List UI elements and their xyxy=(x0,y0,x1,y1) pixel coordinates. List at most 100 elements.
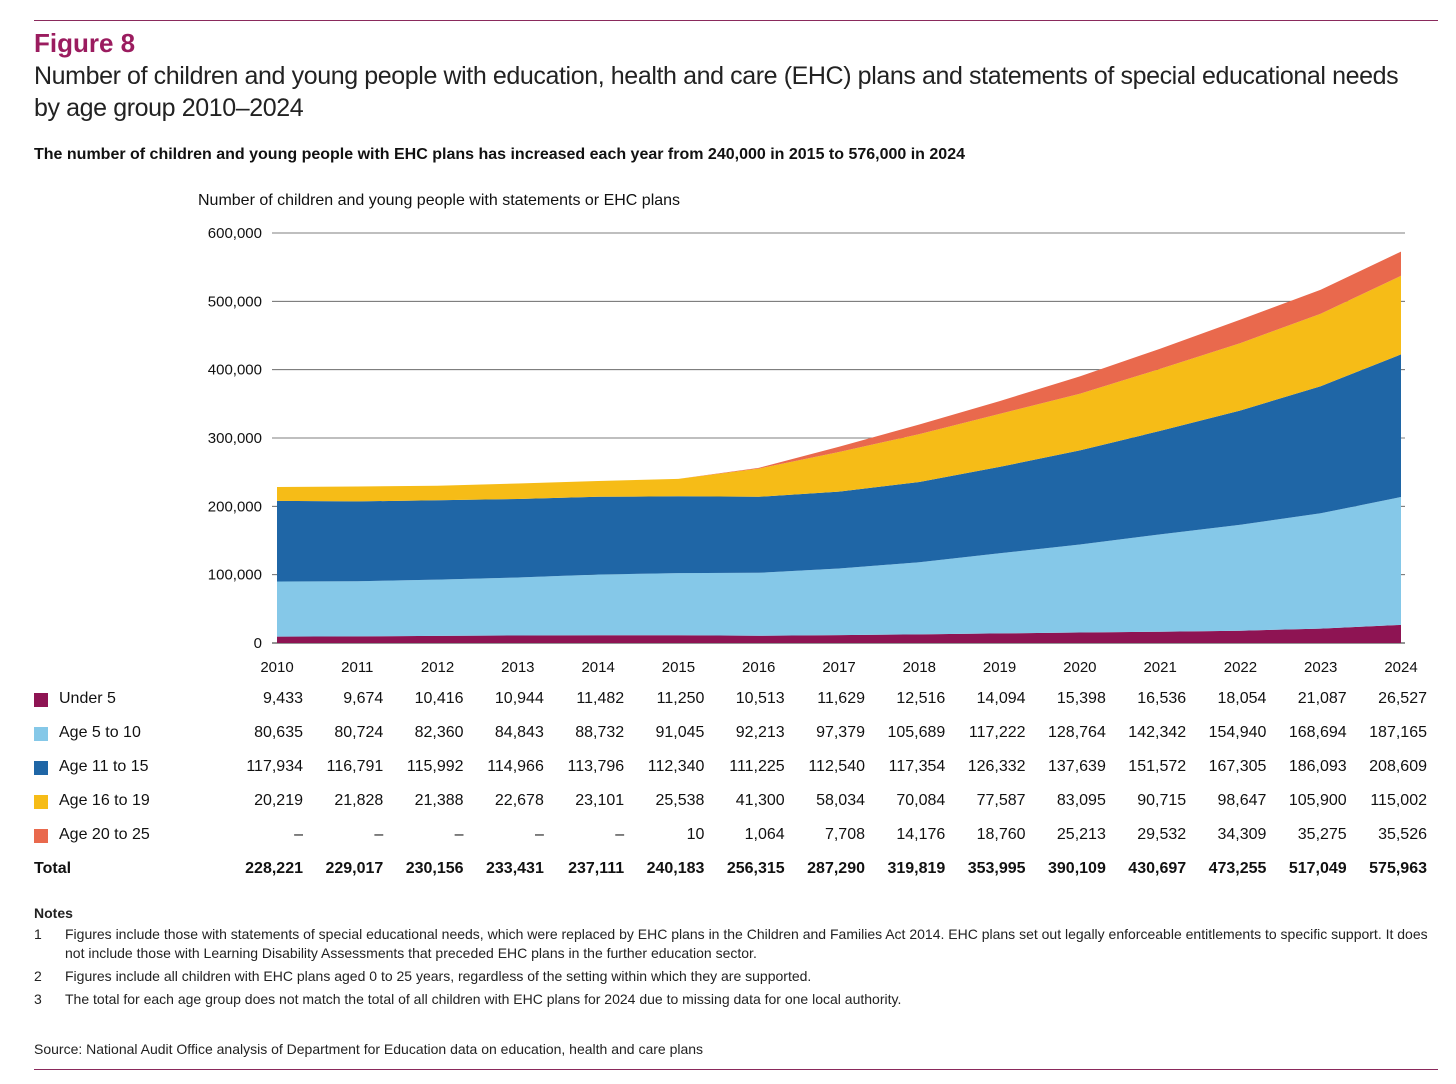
table-cell: 23,101 xyxy=(575,792,625,809)
table-cell: 14,094 xyxy=(976,690,1026,707)
table-cell: 22,678 xyxy=(494,792,544,809)
x-tick-label: 2012 xyxy=(421,659,454,676)
table-cell: 58,034 xyxy=(816,792,865,809)
notes-section: Notes 1 Figures include those with state… xyxy=(34,905,1434,1013)
x-tick-label: 2016 xyxy=(742,659,775,676)
table-row-total: Total 228,221 229,017 230,156 233,431 237,111… xyxy=(0,860,1456,884)
table-cell: 128,764 xyxy=(1048,724,1106,741)
table-cell: 116,791 xyxy=(326,758,384,775)
table-row: Age 5 to 10 80,635 80,724 82,360 84,843 88,73… xyxy=(0,724,1456,748)
area-age-11-to-15 xyxy=(277,354,1401,582)
x-tick-label: 2010 xyxy=(260,659,293,676)
table-cell: 97,379 xyxy=(816,724,865,741)
table-cell: – xyxy=(534,826,544,843)
table-cell: 9,433 xyxy=(262,690,303,707)
table-cell: 35,526 xyxy=(1378,826,1427,843)
table-cell: 240,183 xyxy=(646,860,705,877)
note-2: 2 Figures include all children with EHC … xyxy=(34,967,1434,986)
table-cell: 21,087 xyxy=(1297,690,1347,707)
x-tick-label: 2013 xyxy=(501,659,534,676)
table-cell: 80,724 xyxy=(334,724,384,741)
area-age-16-to-19 xyxy=(277,275,1401,502)
table-cell: 115,992 xyxy=(406,758,464,775)
table-cell: 228,221 xyxy=(245,860,303,877)
table-cell: 208,609 xyxy=(1369,758,1427,775)
table-cell: 90,715 xyxy=(1137,792,1187,809)
table-cell: 14,176 xyxy=(896,826,946,843)
table-cell: 187,165 xyxy=(1369,724,1427,741)
table-cell: 115,002 xyxy=(1370,792,1427,809)
notes-heading: Notes xyxy=(34,905,73,921)
table-cell: 83,095 xyxy=(1056,792,1106,809)
table-cell: 20,219 xyxy=(254,792,303,809)
table-cell: 10,416 xyxy=(414,690,464,707)
table-cell: 15,398 xyxy=(1056,690,1106,707)
table-cell: 319,819 xyxy=(887,860,946,877)
table-cell: 237,111 xyxy=(568,860,625,877)
table-cell: 11,250 xyxy=(656,690,705,707)
table-cell: 117,934 xyxy=(246,758,303,775)
row-label: Age 20 to 25 xyxy=(59,826,150,843)
table-cell: 105,689 xyxy=(887,724,946,741)
area-under-5 xyxy=(277,624,1401,643)
table-cell: 82,360 xyxy=(414,724,464,741)
table-cell: 151,572 xyxy=(1128,758,1187,775)
table-cell: 98,647 xyxy=(1217,792,1267,809)
note-number: 1 xyxy=(34,926,42,942)
table-cell: 1,064 xyxy=(744,826,785,843)
table-cell: – xyxy=(615,826,625,843)
x-tick-label: 2022 xyxy=(1224,659,1257,676)
table-cell: 167,305 xyxy=(1208,758,1267,775)
y-tick-label: 600,000 xyxy=(208,225,262,242)
table-cell: 7,708 xyxy=(824,826,865,843)
table-cell: – xyxy=(374,826,384,843)
area-age-5-to-10 xyxy=(277,497,1401,637)
table-cell: 88,732 xyxy=(575,724,625,741)
row-label: Age 16 to 19 xyxy=(59,792,150,809)
table-cell: 29,532 xyxy=(1137,826,1187,843)
table-cell: 21,388 xyxy=(414,792,464,809)
figure-subtitle: The number of children and young people … xyxy=(34,146,965,163)
table-cell: 353,995 xyxy=(967,860,1026,877)
x-tick-label: 2021 xyxy=(1143,659,1176,676)
legend-swatch xyxy=(34,693,48,707)
table-cell: 105,900 xyxy=(1288,792,1347,809)
table-cell: 111,225 xyxy=(729,758,785,775)
legend-swatch xyxy=(34,795,48,809)
y-tick-label: 0 xyxy=(254,635,262,652)
table-row: Age 20 to 25 – – – – – 10 1,064 7,708 14,176 18,76… xyxy=(0,826,1456,850)
table-cell: 16,536 xyxy=(1137,690,1187,707)
table-cell: 26,527 xyxy=(1378,690,1427,707)
figure-title: Number of children and young people with… xyxy=(34,62,1399,122)
legend-swatch xyxy=(34,727,48,741)
figure-label: Figure 8 xyxy=(34,28,136,58)
table-cell: 117,354 xyxy=(888,758,946,775)
table-cell: – xyxy=(294,826,303,843)
table-cell: 112,340 xyxy=(647,758,705,775)
note-text: The total for each age group does not ma… xyxy=(65,991,902,1007)
table-row: Age 11 to 15 117,934 116,791 115,992 114,966… xyxy=(0,758,1456,782)
y-axis-title: Number of children and young people with… xyxy=(198,192,681,209)
table-cell: 11,629 xyxy=(817,690,865,707)
note-number: 2 xyxy=(34,968,42,984)
table-cell: 137,639 xyxy=(1048,758,1106,775)
table-cell: 21,828 xyxy=(334,792,384,809)
table-cell: 114,966 xyxy=(487,758,544,775)
bottom-rule xyxy=(34,1069,1438,1070)
table-cell: 112,540 xyxy=(808,758,865,775)
table-cell: 113,796 xyxy=(567,758,625,775)
y-tick-label: 300,000 xyxy=(208,430,262,447)
table-cell: 41,300 xyxy=(735,792,785,809)
table-cell: 430,697 xyxy=(1128,860,1187,877)
table-cell: 575,963 xyxy=(1369,860,1427,877)
y-tick-label: 200,000 xyxy=(208,498,262,515)
note-1: 1 Figures include those with statements … xyxy=(34,925,1434,963)
legend-swatch xyxy=(34,761,48,775)
table-cell: 126,332 xyxy=(967,758,1026,775)
table-cell: 9,674 xyxy=(343,690,384,707)
table-cell: 25,213 xyxy=(1056,826,1106,843)
table-cell: 517,049 xyxy=(1288,860,1347,877)
table-cell: 142,342 xyxy=(1128,724,1187,741)
x-tick-label: 2018 xyxy=(903,659,936,676)
table-row: Under 5 9,433 9,674 10,416 10,944 11,482 11,25… xyxy=(0,690,1456,714)
